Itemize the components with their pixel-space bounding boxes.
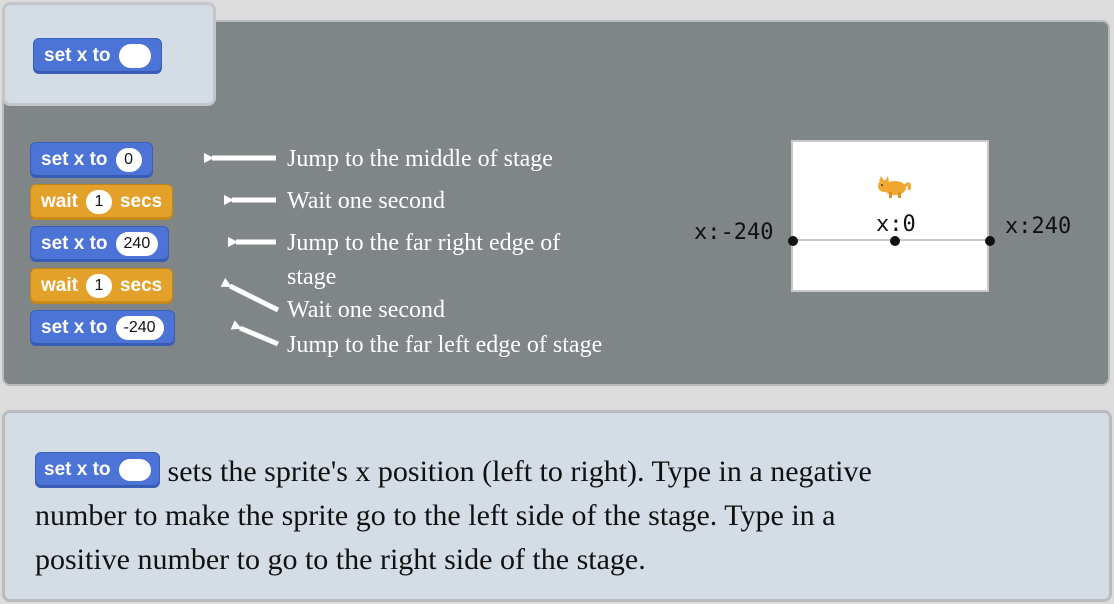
- block-label: wait: [41, 191, 78, 212]
- block-label: set x to: [41, 233, 108, 254]
- description-text-1: sets the sprite's x position (left to ri…: [167, 455, 872, 488]
- inline-set-x-block[interactable]: set x to: [35, 452, 160, 489]
- wait-block-1[interactable]: wait 1 secs: [30, 184, 174, 220]
- block-label: set x to: [44, 459, 111, 481]
- note-middle: Jump to the middle of stage: [287, 146, 553, 172]
- description-line-3: positive number to go to the right side …: [35, 543, 646, 576]
- header-card: set x to: [2, 2, 216, 106]
- value-slot[interactable]: [118, 459, 151, 482]
- block-label: set x to: [44, 45, 111, 66]
- value-slot[interactable]: 1: [85, 274, 112, 298]
- x-min-label: x:-240: [694, 220, 774, 245]
- stage-preview: [791, 140, 989, 292]
- value-slot[interactable]: 0: [115, 148, 142, 172]
- value-slot[interactable]: 240: [115, 232, 159, 256]
- set-x-block-240[interactable]: set x to 240: [30, 226, 170, 262]
- block-label: wait: [41, 275, 78, 296]
- wait-block-2[interactable]: wait 1 secs: [30, 268, 174, 304]
- right-point-marker: [985, 236, 995, 246]
- value-slot[interactable]: -240: [115, 316, 164, 340]
- set-x-block-neg240[interactable]: set x to -240: [30, 310, 175, 346]
- description-text: set x to sets the sprite's x position (l…: [35, 450, 1085, 582]
- description-card: set x to sets the sprite's x position (l…: [2, 410, 1112, 602]
- set-x-block-0[interactable]: set x to 0: [30, 142, 153, 178]
- arrow-icon: [230, 320, 279, 347]
- block-suffix: secs: [119, 275, 163, 296]
- left-point-marker: [788, 236, 798, 246]
- block-label: set x to: [41, 317, 108, 338]
- value-slot[interactable]: 1: [85, 190, 112, 214]
- cat-sprite-icon: [878, 176, 911, 198]
- note-right-edge: Jump to the far right edge of: [287, 230, 561, 256]
- x-max-label: x:240: [1005, 214, 1072, 239]
- value-slot[interactable]: [118, 44, 151, 68]
- header-set-x-block[interactable]: set x to: [33, 38, 162, 74]
- x-center-label: x:0: [876, 212, 916, 237]
- center-point-marker: [890, 236, 900, 246]
- note-left-edge: Jump to the far left edge of stage: [287, 332, 603, 358]
- block-label: set x to: [41, 149, 108, 170]
- arrow-icon: [220, 277, 280, 313]
- block-suffix: secs: [119, 191, 163, 212]
- note-wait-1: Wait one second: [287, 188, 446, 214]
- note-wait-2: Wait one second: [287, 297, 446, 323]
- description-line-2: number to make the sprite go to the left…: [35, 499, 836, 532]
- description-line-1: set x to sets the sprite's x position (l…: [35, 450, 1085, 494]
- note-right-edge-cont: stage: [287, 264, 337, 290]
